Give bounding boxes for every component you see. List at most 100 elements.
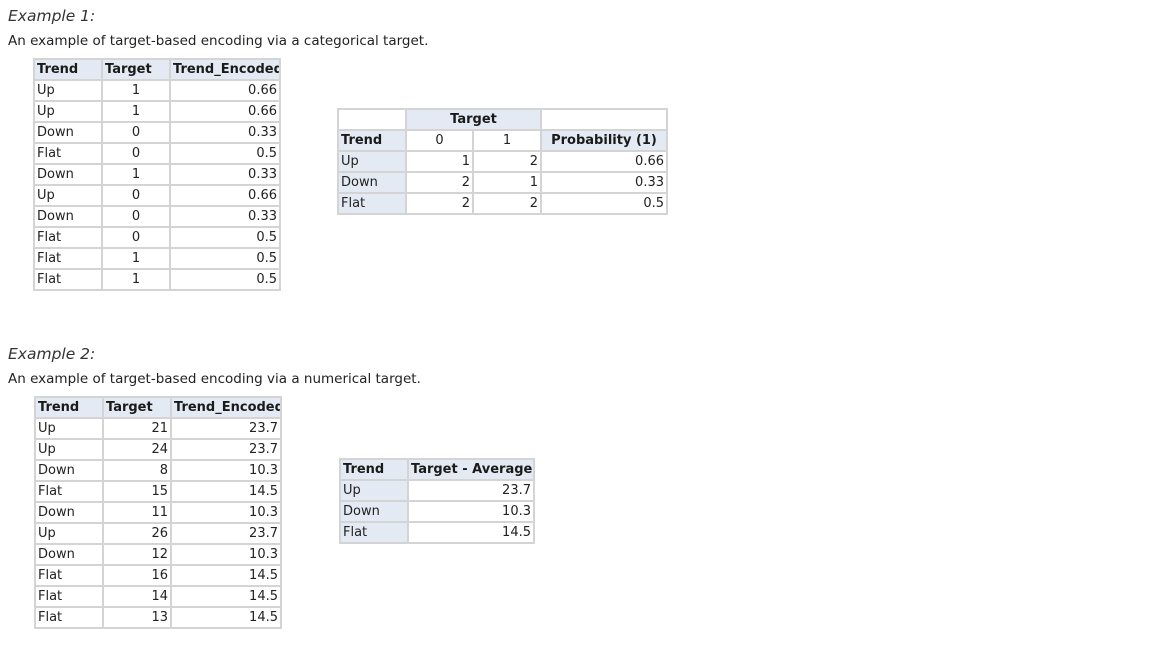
count-0-cell: 2 [405,171,474,194]
table-row: Flat 15 14.5 [34,480,282,503]
trend-cell: Flat [33,247,103,270]
example-2-summary-table: Trend Target - Average Up 23.7 Down 10.3… [339,458,535,544]
trend-cell: Up [33,79,103,102]
table-header-row: Trend Target Trend_Encoded [34,396,282,419]
header-trend: Trend [337,129,407,152]
target-cell: 0 [101,142,171,165]
table-row: Flat 16 14.5 [34,564,282,587]
table-row: Down 8 10.3 [34,459,282,482]
target-cell: 1 [101,163,171,186]
trend-cell: Flat [33,226,103,249]
target-cell: 13 [102,606,172,629]
header-probability: Probability (1) [540,129,668,152]
header-target-1: 1 [472,129,542,152]
example-1-title: Example 1: [8,7,96,25]
count-0-cell: 2 [405,192,474,215]
trend-cell: Flat [34,480,104,503]
table-header-row: Trend Target Trend_Encoded [33,58,281,81]
encoded-cell: 0.33 [169,121,281,144]
trend-cell: Flat [34,606,104,629]
trend-cell: Up [34,417,104,440]
table-row: Flat 0 0.5 [33,142,281,165]
target-cell: 1 [101,100,171,123]
target-cell: 24 [102,438,172,461]
header-trend: Trend [33,58,103,81]
table-header-row: Trend 0 1 Probability (1) [337,129,668,152]
table-row: Down 0 0.33 [33,121,281,144]
table-row: Flat 0 0.5 [33,226,281,249]
target-cell: 0 [101,184,171,207]
trend-cell: Flat [33,268,103,291]
target-cell: 21 [102,417,172,440]
encoded-cell: 0.66 [169,100,281,123]
table-row: Down 1 0.33 [33,163,281,186]
example-1-description: An example of target-based encoding via … [8,33,429,49]
count-1-cell: 2 [472,150,542,173]
table-row: Flat 1 0.5 [33,247,281,270]
table-row: Flat 13 14.5 [34,606,282,629]
header-target: Target [101,58,171,81]
target-cell: 1 [101,247,171,270]
trend-label-cell: Up [339,479,409,502]
trend-cell: Up [33,100,103,123]
trend-cell: Up [34,522,104,545]
encoded-cell: 0.33 [169,163,281,186]
encoded-cell: 0.5 [169,142,281,165]
encoded-cell: 23.7 [170,417,282,440]
target-cell: 11 [102,501,172,524]
count-0-cell: 1 [405,150,474,173]
target-cell: 14 [102,585,172,608]
target-cell: 1 [101,268,171,291]
target-cell: 15 [102,480,172,503]
encoded-cell: 10.3 [170,459,282,482]
header-target-average: Target - Average [407,458,535,481]
trend-cell: Down [34,501,104,524]
probability-cell: 0.33 [540,171,668,194]
table-header-row: Trend Target - Average [339,458,535,481]
encoded-cell: 10.3 [170,543,282,566]
encoded-cell: 14.5 [170,585,282,608]
table-row: Up 1 2 0.66 [337,150,668,173]
target-cell: 0 [101,205,171,228]
table-row: Flat 14 14.5 [34,585,282,608]
table-row: Up 23.7 [339,479,535,502]
encoded-cell: 0.66 [169,79,281,102]
table-row: Up 1 0.66 [33,79,281,102]
header-target: Target [102,396,172,419]
table-row: Down 2 1 0.33 [337,171,668,194]
table-row: Flat 1 0.5 [33,268,281,291]
target-cell: 26 [102,522,172,545]
target-cell: 12 [102,543,172,566]
header-trend-encoded: Trend_Encoded [170,396,282,419]
encoded-cell: 0.5 [169,247,281,270]
encoded-cell: 23.7 [170,522,282,545]
summary-blank-cell [540,108,668,131]
encoded-cell: 0.33 [169,205,281,228]
trend-cell: Down [34,459,104,482]
average-cell: 10.3 [407,500,535,523]
table-row: Up 1 0.66 [33,100,281,123]
trend-label-cell: Flat [337,192,407,215]
table-row: Up 21 23.7 [34,417,282,440]
trend-cell: Down [33,205,103,228]
trend-label-cell: Flat [339,521,409,544]
table-row: Down 0 0.33 [33,205,281,228]
probability-cell: 0.66 [540,150,668,173]
average-cell: 23.7 [407,479,535,502]
example-1-data-table: Trend Target Trend_Encoded Up 1 0.66 Up … [33,58,281,291]
count-1-cell: 2 [472,192,542,215]
summary-corner-cell [337,108,407,131]
trend-cell: Flat [34,585,104,608]
target-cell: 0 [101,226,171,249]
target-cell: 16 [102,564,172,587]
target-cell: 8 [102,459,172,482]
encoded-cell: 14.5 [170,480,282,503]
encoded-cell: 10.3 [170,501,282,524]
header-target-group: Target [405,108,542,131]
header-trend-encoded: Trend_Encoded [169,58,281,81]
count-1-cell: 1 [472,171,542,194]
table-row: Flat 14.5 [339,521,535,544]
table-header-row: Target [337,108,668,131]
encoded-cell: 0.5 [169,226,281,249]
encoded-cell: 23.7 [170,438,282,461]
